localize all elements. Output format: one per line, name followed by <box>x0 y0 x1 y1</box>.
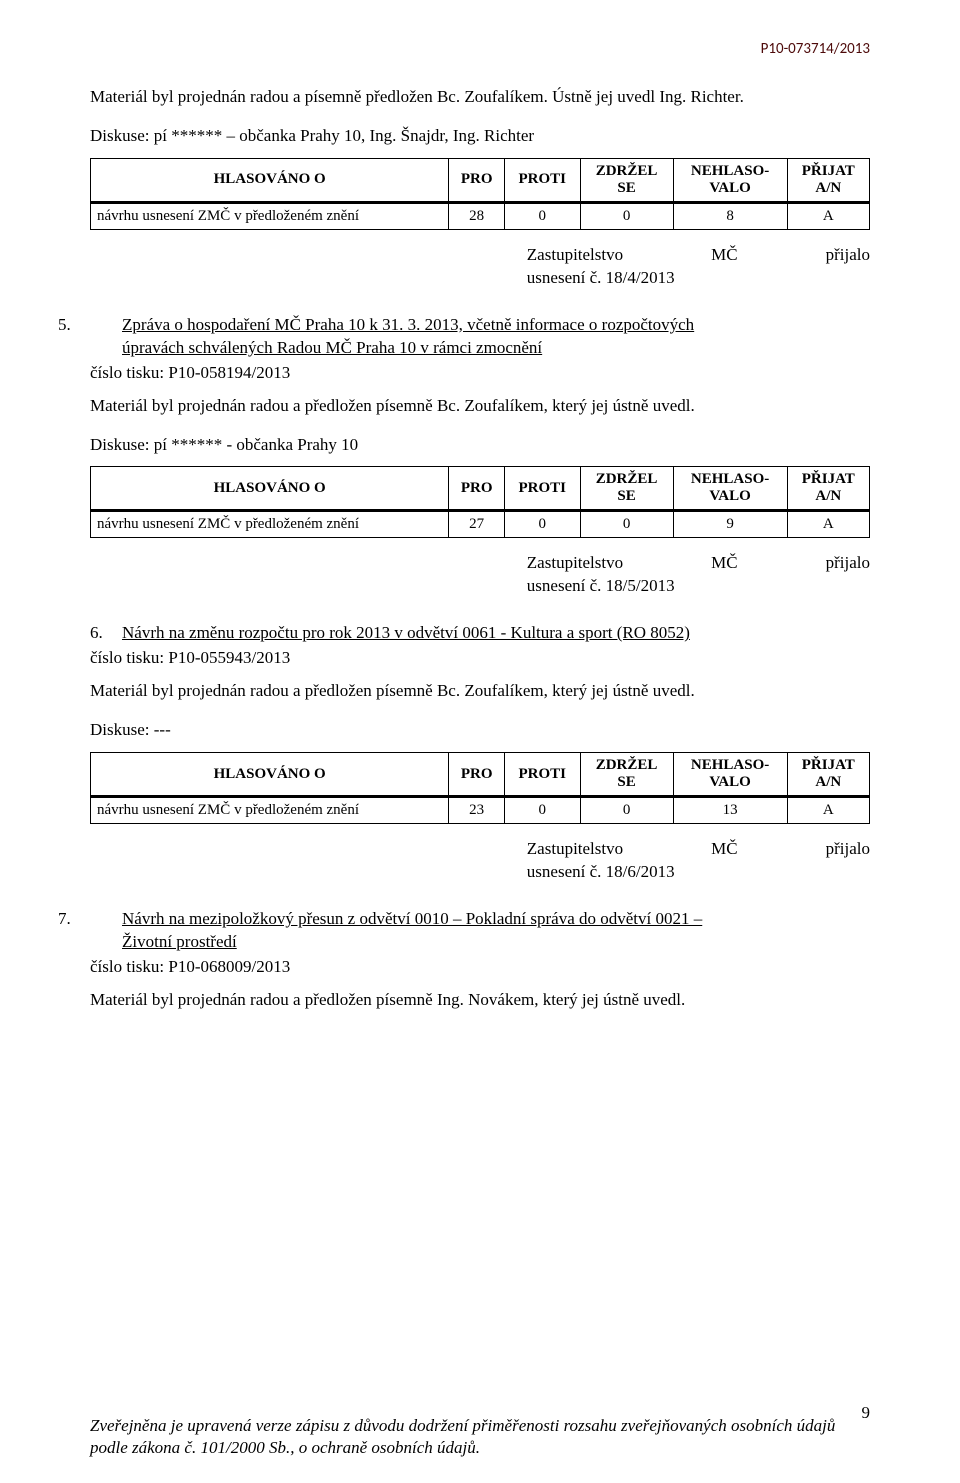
agenda-item-6: 6.Návrh na změnu rozpočtu pro rok 2013 v… <box>90 622 870 645</box>
vote-table-1: HLASOVÁNO O PRO PROTI ZDRŽELSE NEHLASO-V… <box>90 158 870 230</box>
vote-zdrzel: 0 <box>580 797 673 824</box>
vote-prijat: A <box>787 202 869 229</box>
vote-proti: 0 <box>505 511 580 538</box>
vote-row-label: návrhu usnesení ZMČ v předloženém znění <box>91 797 449 824</box>
col-zdrzel: ZDRŽELSE <box>580 467 673 511</box>
table-row: návrhu usnesení ZMČ v předloženém znění … <box>91 797 870 824</box>
col-pro: PRO <box>449 467 505 511</box>
col-hlasovano: HLASOVÁNO O <box>91 467 449 511</box>
vote-zdrzel: 0 <box>580 202 673 229</box>
item-title-cont: úpravách schválených Radou MČ Praha 10 v… <box>122 338 542 357</box>
item5-paragraph-2: Diskuse: pí ****** - občanka Prahy 10 <box>90 434 870 457</box>
col-zdrzel: ZDRŽELSE <box>580 158 673 202</box>
vote-proti: 0 <box>505 797 580 824</box>
document-id: P10-073714/2013 <box>90 40 870 58</box>
vote-table-2: HLASOVÁNO O PRO PROTI ZDRŽELSE NEHLASO-V… <box>90 466 870 538</box>
tisk-number: číslo tisku: P10-058194/2013 <box>90 362 870 385</box>
table-row: návrhu usnesení ZMČ v předloženém znění … <box>91 511 870 538</box>
col-pro: PRO <box>449 753 505 797</box>
col-nehlasovalo: NEHLASO-VALO <box>673 467 787 511</box>
vote-prijat: A <box>787 797 869 824</box>
col-prijat: PŘIJATA/N <box>787 158 869 202</box>
item7-paragraph-1: Materiál byl projednán radou a předložen… <box>90 989 870 1012</box>
vote-proti: 0 <box>505 202 580 229</box>
vote-nehlas: 9 <box>673 511 787 538</box>
item-number: 7. <box>90 908 122 931</box>
vote-pro: 23 <box>449 797 505 824</box>
intro-paragraph-2: Diskuse: pí ****** – občanka Prahy 10, I… <box>90 125 870 148</box>
adopted-block-1: Zastupitelstvo MČ přijalo usnesení č. 18… <box>90 244 870 290</box>
tisk-number: číslo tisku: P10-068009/2013 <box>90 956 870 979</box>
col-zdrzel: ZDRŽELSE <box>580 753 673 797</box>
item5-paragraph-1: Materiál byl projednán radou a předložen… <box>90 395 870 418</box>
table-row: návrhu usnesení ZMČ v předloženém znění … <box>91 202 870 229</box>
agenda-item-7: 7.Návrh na mezipoložkový přesun z odvětv… <box>90 908 870 954</box>
footer-note: Zveřejněna je upravená verze zápisu z dů… <box>90 1415 870 1459</box>
col-proti: PROTI <box>505 158 580 202</box>
vote-nehlas: 8 <box>673 202 787 229</box>
intro-paragraph-1: Materiál byl projednán radou a písemně p… <box>90 86 870 109</box>
col-hlasovano: HLASOVÁNO O <box>91 753 449 797</box>
col-hlasovano: HLASOVÁNO O <box>91 158 449 202</box>
adopted-block-3: Zastupitelstvo MČ přijalo usnesení č. 18… <box>90 838 870 884</box>
vote-pro: 27 <box>449 511 505 538</box>
vote-zdrzel: 0 <box>580 511 673 538</box>
col-nehlasovalo: NEHLASO-VALO <box>673 753 787 797</box>
item-title-cont: Životní prostředí <box>122 932 237 951</box>
item-title: Zpráva o hospodaření MČ Praha 10 k 31. 3… <box>122 315 694 334</box>
tisk-number: číslo tisku: P10-055943/2013 <box>90 647 870 670</box>
page: P10-073714/2013 Materiál byl projednán r… <box>0 0 960 1483</box>
vote-row-label: návrhu usnesení ZMČ v předloženém znění <box>91 511 449 538</box>
col-proti: PROTI <box>505 753 580 797</box>
adopted-block-2: Zastupitelstvo MČ přijalo usnesení č. 18… <box>90 552 870 598</box>
vote-table-3: HLASOVÁNO O PRO PROTI ZDRŽELSE NEHLASO-V… <box>90 752 870 824</box>
agenda-item-5: 5.Zpráva o hospodaření MČ Praha 10 k 31.… <box>90 314 870 360</box>
vote-prijat: A <box>787 511 869 538</box>
vote-nehlas: 13 <box>673 797 787 824</box>
vote-row-label: návrhu usnesení ZMČ v předloženém znění <box>91 202 449 229</box>
col-proti: PROTI <box>505 467 580 511</box>
col-nehlasovalo: NEHLASO-VALO <box>673 158 787 202</box>
item-title: Návrh na mezipoložkový přesun z odvětví … <box>122 909 702 928</box>
item6-paragraph-1: Materiál byl projednán radou a předložen… <box>90 680 870 703</box>
item-number: 5. <box>90 314 122 337</box>
vote-pro: 28 <box>449 202 505 229</box>
item-number: 6. <box>90 622 122 645</box>
item6-paragraph-2: Diskuse: --- <box>90 719 870 742</box>
col-prijat: PŘIJATA/N <box>787 467 869 511</box>
item-title: Návrh na změnu rozpočtu pro rok 2013 v o… <box>122 623 690 642</box>
col-pro: PRO <box>449 158 505 202</box>
col-prijat: PŘIJATA/N <box>787 753 869 797</box>
